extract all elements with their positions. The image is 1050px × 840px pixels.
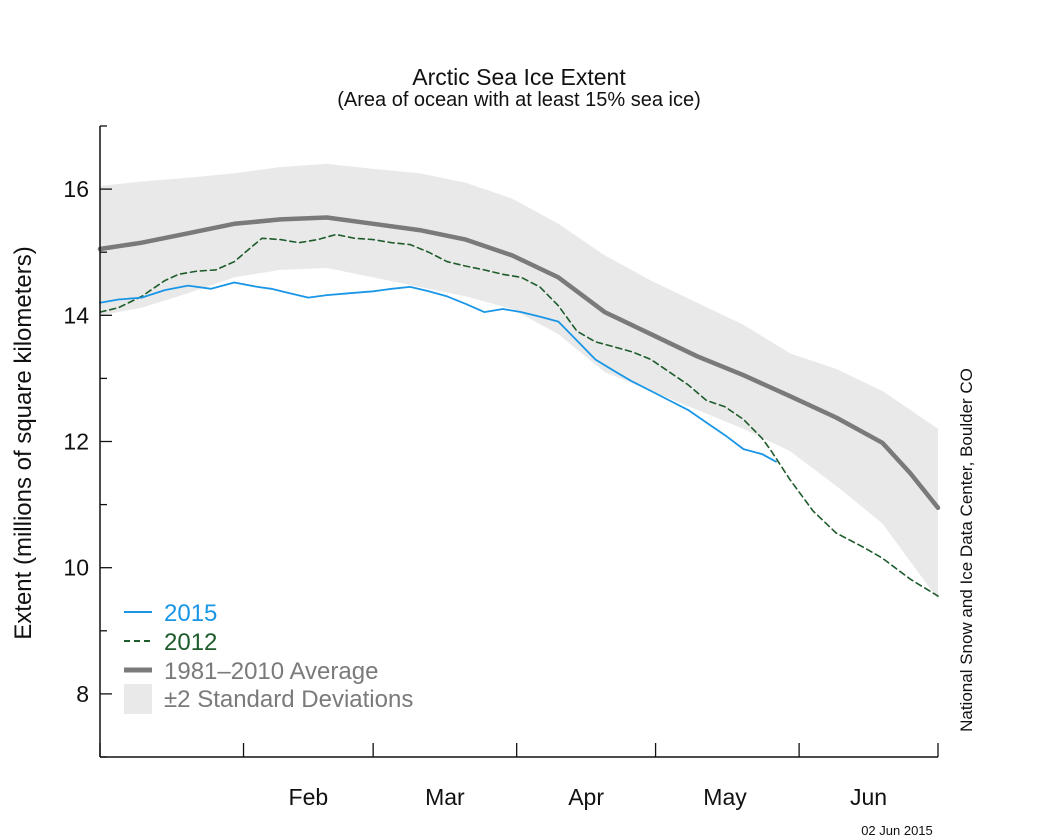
- y-tick-label: 10: [63, 555, 89, 581]
- y-ticks: 8 10 12 14 16: [63, 125, 112, 758]
- y-tick-label: 12: [63, 429, 89, 455]
- std-dev-band-layer: [100, 163, 938, 600]
- legend-swatch-std-dev: [124, 684, 152, 714]
- series-2015-line: [99, 281, 777, 463]
- date-stamp: 02 Jun 2015: [861, 823, 933, 838]
- x-tick-label: May: [703, 784, 747, 810]
- legend: 2015 2012 1981–2010 Average ±2 Standard …: [124, 600, 413, 714]
- y-tick-label: 8: [76, 681, 89, 707]
- x-tick-label: Apr: [568, 784, 604, 810]
- x-ticks: Feb Mar Apr May Jun: [99, 743, 939, 810]
- legend-label-average: 1981–2010 Average: [164, 658, 378, 685]
- legend-label-2015: 2015: [164, 600, 217, 627]
- chart-title: Arctic Sea Ice Extent: [412, 64, 626, 90]
- credit-label: National Snow and Ice Data Center, Bould…: [957, 368, 976, 732]
- legend-label-std-dev: ±2 Standard Deviations: [164, 686, 413, 713]
- series-2012-line: [99, 233, 939, 597]
- series-average-line: [97, 215, 941, 511]
- chart-subtitle: (Area of ocean with at least 15% sea ice…: [337, 89, 701, 111]
- series-layer: [97, 215, 941, 597]
- x-tick-label: Feb: [289, 784, 329, 810]
- y-axis-title: Extent (millions of square kilometers): [10, 246, 37, 639]
- y-tick-label: 16: [63, 176, 89, 202]
- x-tick-label: Jun: [850, 784, 887, 810]
- std-dev-band: [100, 163, 938, 600]
- y-tick-label: 14: [63, 302, 89, 328]
- legend-label-2012: 2012: [164, 629, 217, 656]
- x-tick-label: Mar: [425, 784, 465, 810]
